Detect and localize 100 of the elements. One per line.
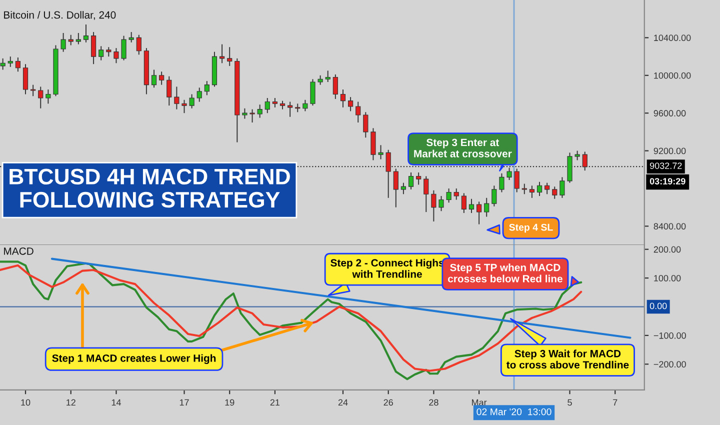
candlestick xyxy=(60,32,66,52)
x-tick-label: 7 xyxy=(613,399,618,406)
candlestick xyxy=(536,181,542,196)
text: Bitcoin / U.S. Dollar, 240 xyxy=(4,11,116,20)
candlestick xyxy=(514,168,520,193)
x-tick-label: 12 xyxy=(66,399,76,406)
candlestick xyxy=(30,84,36,97)
x-tick-label: 10 xyxy=(21,399,30,406)
candlestick xyxy=(332,74,338,100)
candlestick xyxy=(166,76,172,106)
candlestick xyxy=(0,58,6,70)
candlestick xyxy=(257,104,262,118)
annotation: Step 3 Enter at Market at crossover xyxy=(414,138,512,158)
candlestick xyxy=(318,74,323,86)
candlestick xyxy=(431,190,436,222)
candlestick xyxy=(76,32,81,45)
candlestick xyxy=(446,188,452,204)
candlestick xyxy=(136,34,142,56)
candlestick xyxy=(182,99,187,114)
candlestick xyxy=(264,98,270,114)
candlestick xyxy=(363,112,368,138)
candlestick xyxy=(370,128,376,161)
candlestick xyxy=(174,86,180,110)
candlestick xyxy=(378,144,384,160)
candlestick xyxy=(560,176,565,198)
annotation: Step 3 Wait for MACD to cross above Trendline xyxy=(506,350,629,369)
candlestick xyxy=(204,80,210,96)
x-tick-label: 28 xyxy=(429,399,438,406)
candlestick xyxy=(242,108,248,120)
candlestick xyxy=(522,183,527,195)
candlestick xyxy=(310,78,316,106)
x-tick-label: 19 xyxy=(225,399,234,406)
candlestick xyxy=(325,70,330,82)
x-tick-label: 14 xyxy=(112,399,121,406)
candlestick xyxy=(529,185,535,198)
y-tick-label: 200.00 xyxy=(654,246,681,253)
candlestick xyxy=(22,64,28,95)
y-tick-label: −100.00 xyxy=(654,332,686,339)
candlestick xyxy=(98,46,104,61)
candlestick xyxy=(15,57,20,72)
candlestick xyxy=(461,192,466,214)
candlestick xyxy=(219,44,225,64)
candlestick xyxy=(356,101,361,123)
candlestick xyxy=(552,186,558,200)
y-tick-label: 9600.00 xyxy=(654,110,686,116)
candlestick xyxy=(68,34,74,46)
candlestick xyxy=(348,96,354,112)
x-tick-label: 17 xyxy=(180,399,189,406)
candlestick xyxy=(340,89,346,108)
ref-line-label: 9032.72 xyxy=(650,162,682,169)
candlestick xyxy=(106,46,112,58)
candlestick xyxy=(121,35,126,61)
y-tick-label: 9200.00 xyxy=(654,148,686,154)
candlestick xyxy=(302,99,308,112)
candlestick xyxy=(227,46,232,66)
x-tick-label: Mar xyxy=(472,399,487,406)
candlestick xyxy=(38,86,44,109)
candlestick xyxy=(46,89,51,104)
ref-line-label: 0.00 xyxy=(650,302,667,310)
candlestick xyxy=(393,168,398,208)
candlestick xyxy=(83,24,89,43)
candlestick xyxy=(544,182,550,195)
candlestick xyxy=(114,48,119,64)
y-tick-label: 8400.00 xyxy=(654,223,686,230)
candlestick xyxy=(484,197,490,218)
text: 03:19:29 xyxy=(650,178,686,184)
annotation: Step 5 TP when MACD crosses below Red line xyxy=(448,264,562,282)
x-tick-label: 5 xyxy=(568,399,572,406)
annotation: Step 4 SL xyxy=(509,224,553,233)
candlestick xyxy=(189,94,194,109)
chart-title: MACD xyxy=(4,247,34,255)
candlestick xyxy=(8,56,13,68)
candlestick xyxy=(416,172,422,186)
candlestick xyxy=(454,188,459,200)
candlestick xyxy=(196,87,202,102)
x-tick-label: 21 xyxy=(270,399,280,406)
candlestick xyxy=(438,196,444,212)
candlestick xyxy=(90,32,96,65)
annotation: BTCUSD 4H MACD TREND FOLLOWING STRATEGY xyxy=(10,168,290,208)
ref-line-label: 02 Mar '20 13:00 xyxy=(476,408,552,416)
candlestick xyxy=(476,201,482,225)
candlestick xyxy=(272,98,278,108)
annotation: Step 1 MACD creates Lower High xyxy=(52,354,216,364)
candlestick xyxy=(424,176,429,213)
candlestick xyxy=(492,185,497,207)
x-tick-label: 24 xyxy=(338,399,348,406)
y-tick-label: 10400.00 xyxy=(654,34,691,42)
candlestick xyxy=(288,101,293,118)
candlestick xyxy=(128,32,134,43)
candlestick xyxy=(151,69,157,88)
candlestick xyxy=(499,172,504,193)
candlestick xyxy=(250,108,255,123)
candlestick xyxy=(574,150,580,161)
y-tick-label: −200.00 xyxy=(654,361,686,368)
candlestick xyxy=(408,172,414,190)
x-tick-label: 26 xyxy=(384,399,393,406)
y-tick-label: 10000.00 xyxy=(654,72,691,79)
candlestick xyxy=(468,198,474,214)
y-tick-label: 100.00 xyxy=(654,274,681,282)
candlestick xyxy=(159,71,164,86)
